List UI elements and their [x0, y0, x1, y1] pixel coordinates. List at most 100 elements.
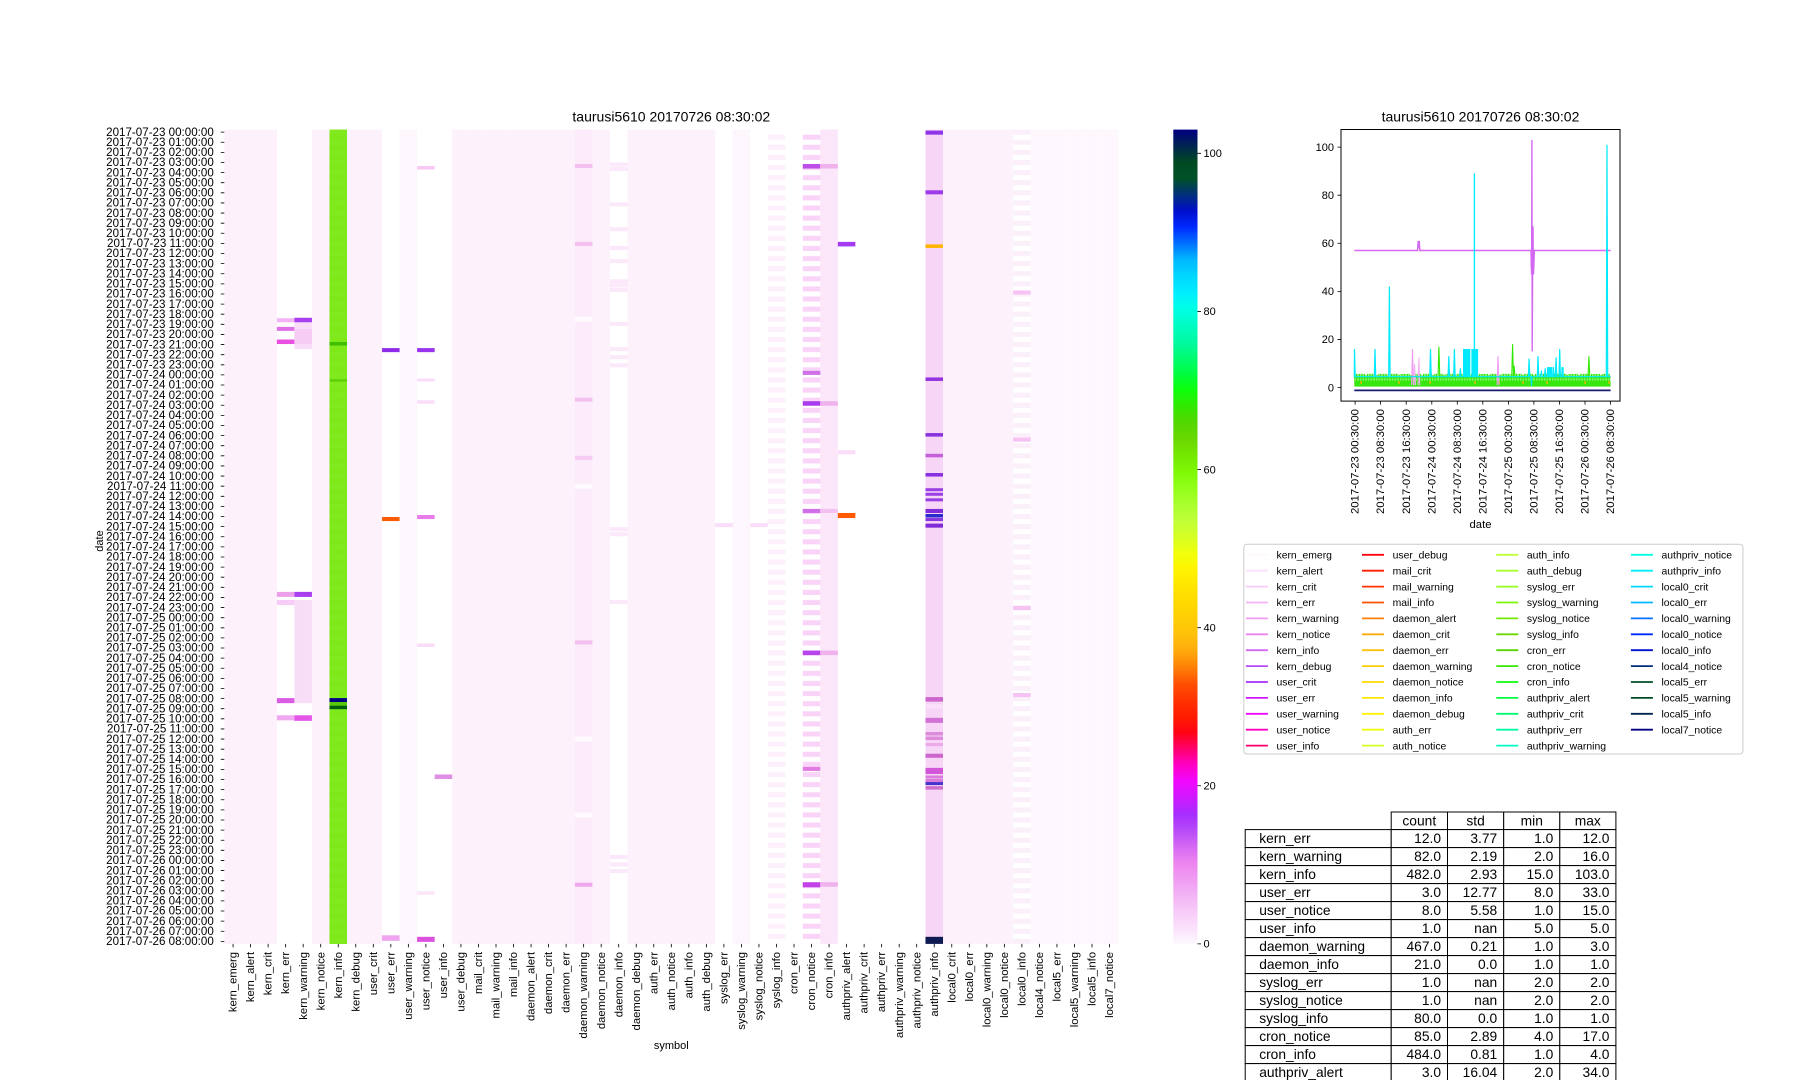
svg-text:2017-07-23 08:30:00: 2017-07-23 08:30:00	[1375, 409, 1387, 514]
svg-text:3.0: 3.0	[1422, 1065, 1442, 1080]
svg-text:2017-07-25 22:00:00: 2017-07-25 22:00:00	[106, 834, 214, 847]
svg-text:2017-07-25 05:00:00: 2017-07-25 05:00:00	[106, 662, 214, 675]
svg-text:syslog_warning: syslog_warning	[736, 952, 748, 1030]
svg-text:authpriv_alert: authpriv_alert	[1527, 694, 1590, 705]
svg-text:2017-07-26 03:00:00: 2017-07-26 03:00:00	[106, 884, 214, 897]
svg-text:1.0: 1.0	[1422, 993, 1442, 1008]
svg-text:authpriv_crit: authpriv_crit	[859, 951, 871, 1013]
svg-text:34.0: 34.0	[1583, 1065, 1610, 1080]
svg-text:1.0: 1.0	[1422, 921, 1442, 936]
svg-text:2017-07-24 15:00:00: 2017-07-24 15:00:00	[106, 520, 214, 533]
svg-text:mail_crit: mail_crit	[473, 951, 485, 994]
svg-text:2017-07-24 00:00:00: 2017-07-24 00:00:00	[106, 369, 214, 382]
svg-text:2017-07-26 00:00:00: 2017-07-26 00:00:00	[106, 854, 214, 867]
svg-text:2017-07-23 23:00:00: 2017-07-23 23:00:00	[106, 358, 214, 371]
svg-text:kern_emerg: kern_emerg	[228, 952, 240, 1012]
svg-text:2.0: 2.0	[1534, 849, 1554, 864]
svg-text:16.04: 16.04	[1463, 1065, 1498, 1080]
svg-text:2017-07-24 14:00:00: 2017-07-24 14:00:00	[106, 510, 214, 523]
svg-text:kern_info: kern_info	[1277, 646, 1320, 657]
svg-text:2017-07-23 09:00:00: 2017-07-23 09:00:00	[106, 217, 214, 230]
svg-text:15.0: 15.0	[1583, 903, 1610, 918]
svg-text:kern_warning: kern_warning	[1277, 614, 1340, 625]
svg-text:cron_err: cron_err	[789, 952, 801, 994]
svg-text:2017-07-23 12:00:00: 2017-07-23 12:00:00	[106, 247, 214, 260]
svg-text:daemon_warning: daemon_warning	[1259, 939, 1365, 954]
svg-text:100: 100	[1316, 142, 1334, 154]
svg-text:2017-07-23 10:00:00: 2017-07-23 10:00:00	[106, 227, 214, 240]
svg-text:mail_info: mail_info	[508, 952, 520, 997]
svg-text:2017-07-23 07:00:00: 2017-07-23 07:00:00	[106, 197, 214, 210]
svg-text:2017-07-24 02:00:00: 2017-07-24 02:00:00	[106, 389, 214, 402]
svg-text:auth_err: auth_err	[648, 952, 660, 994]
svg-text:4.0: 4.0	[1534, 1029, 1554, 1044]
svg-text:2017-07-23 18:00:00: 2017-07-23 18:00:00	[106, 308, 214, 321]
svg-text:2017-07-26 04:00:00: 2017-07-26 04:00:00	[106, 895, 214, 908]
svg-text:daemon_alert: daemon_alert	[526, 951, 538, 1021]
svg-text:daemon_info: daemon_info	[613, 952, 625, 1017]
svg-text:cron_notice: cron_notice	[1527, 662, 1581, 673]
svg-text:symbol: symbol	[654, 1040, 689, 1052]
svg-text:2017-07-25 09:00:00: 2017-07-25 09:00:00	[106, 702, 214, 715]
svg-text:15.0: 15.0	[1526, 867, 1553, 882]
svg-text:syslog_notice: syslog_notice	[1259, 993, 1343, 1008]
svg-text:user_info: user_info	[438, 952, 450, 998]
svg-text:2017-07-23 02:00:00: 2017-07-23 02:00:00	[106, 146, 214, 159]
svg-text:482.0: 482.0	[1406, 867, 1441, 882]
svg-text:auth_debug: auth_debug	[1527, 566, 1582, 577]
svg-text:2017-07-23 16:30:00: 2017-07-23 16:30:00	[1401, 409, 1413, 514]
svg-text:daemon_warning: daemon_warning	[578, 952, 590, 1039]
svg-text:2017-07-24 04:00:00: 2017-07-24 04:00:00	[106, 409, 214, 422]
svg-text:3.77: 3.77	[1470, 831, 1497, 846]
svg-text:484.0: 484.0	[1406, 1047, 1441, 1062]
svg-text:2017-07-23 14:00:00: 2017-07-23 14:00:00	[106, 267, 214, 280]
svg-text:2017-07-25 00:00:00: 2017-07-25 00:00:00	[106, 611, 214, 624]
svg-text:12.0: 12.0	[1414, 831, 1441, 846]
svg-text:2017-07-23 08:00:00: 2017-07-23 08:00:00	[106, 207, 214, 220]
svg-text:467.0: 467.0	[1406, 939, 1441, 954]
svg-text:2017-07-24 20:00:00: 2017-07-24 20:00:00	[106, 571, 214, 584]
svg-text:2017-07-25 17:00:00: 2017-07-25 17:00:00	[106, 783, 214, 796]
svg-text:taurusi5610 20170726 08:30:02: taurusi5610 20170726 08:30:02	[572, 109, 770, 125]
svg-text:authpriv_info: authpriv_info	[929, 952, 941, 1017]
svg-text:2017-07-24 05:00:00: 2017-07-24 05:00:00	[106, 419, 214, 432]
svg-text:local0_notice: local0_notice	[999, 952, 1011, 1018]
svg-text:syslog_err: syslog_err	[718, 952, 730, 1004]
svg-text:60: 60	[1204, 464, 1216, 476]
svg-text:local7_notice: local7_notice	[1104, 952, 1116, 1018]
svg-text:local4_notice: local4_notice	[1034, 952, 1046, 1018]
svg-text:2017-07-26 05:00:00: 2017-07-26 05:00:00	[106, 905, 214, 918]
svg-text:authpriv_notice: authpriv_notice	[1662, 551, 1733, 562]
svg-text:kern_warning: kern_warning	[1259, 849, 1342, 864]
svg-text:0: 0	[1328, 382, 1334, 394]
svg-text:user_info: user_info	[1277, 741, 1320, 752]
svg-text:2.93: 2.93	[1470, 867, 1497, 882]
svg-text:date: date	[94, 530, 106, 551]
svg-text:20: 20	[1322, 334, 1334, 346]
svg-text:syslog_warning: syslog_warning	[1527, 598, 1599, 609]
svg-text:2017-07-26 02:00:00: 2017-07-26 02:00:00	[106, 874, 214, 887]
svg-text:2017-07-24 21:00:00: 2017-07-24 21:00:00	[106, 581, 214, 594]
svg-text:auth_debug: auth_debug	[701, 952, 713, 1012]
svg-text:2017-07-24 17:00:00: 2017-07-24 17:00:00	[106, 541, 214, 554]
svg-text:40: 40	[1204, 622, 1216, 634]
svg-text:85.0: 85.0	[1414, 1029, 1441, 1044]
svg-text:user_warning: user_warning	[1277, 710, 1340, 721]
svg-text:local0_err: local0_err	[964, 952, 976, 1002]
svg-text:2017-07-26 00:30:00: 2017-07-26 00:30:00	[1580, 409, 1592, 514]
svg-text:2017-07-24 06:00:00: 2017-07-24 06:00:00	[106, 429, 214, 442]
svg-text:auth_err: auth_err	[1393, 725, 1432, 736]
svg-text:2017-07-25 02:00:00: 2017-07-25 02:00:00	[106, 632, 214, 645]
svg-text:2017-07-26 07:00:00: 2017-07-26 07:00:00	[106, 925, 214, 938]
svg-text:5.0: 5.0	[1534, 921, 1554, 936]
svg-text:2017-07-25 16:30:00: 2017-07-25 16:30:00	[1554, 409, 1566, 514]
svg-text:2017-07-25 14:00:00: 2017-07-25 14:00:00	[106, 753, 214, 766]
svg-text:user_info: user_info	[1259, 921, 1316, 936]
svg-text:2017-07-24 16:00:00: 2017-07-24 16:00:00	[106, 530, 214, 543]
svg-text:82.0: 82.0	[1414, 849, 1441, 864]
svg-text:std: std	[1466, 813, 1484, 828]
svg-text:2017-07-23 20:00:00: 2017-07-23 20:00:00	[106, 328, 214, 341]
svg-text:0: 0	[1204, 939, 1210, 951]
svg-text:kern_debug: kern_debug	[1277, 662, 1332, 673]
svg-text:daemon_info: daemon_info	[1259, 957, 1339, 972]
